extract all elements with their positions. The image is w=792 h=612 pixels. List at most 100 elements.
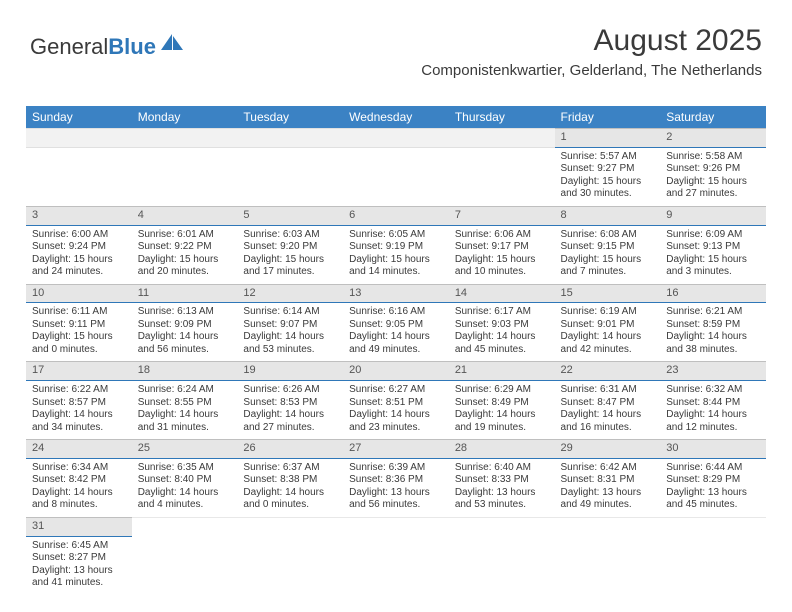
weekday-header: Wednesday <box>343 106 449 128</box>
weekday-header: Tuesday <box>237 106 343 128</box>
sunset-text: Sunset: 9:03 PM <box>455 319 549 332</box>
sail-icon <box>159 32 185 58</box>
sunset-text: Sunset: 8:55 PM <box>138 397 232 410</box>
weekday-header: Thursday <box>449 106 555 128</box>
daylight-text: Daylight: 14 hours and 4 minutes. <box>138 487 232 512</box>
day-content <box>132 536 238 544</box>
daylight-text: Daylight: 14 hours and 19 minutes. <box>455 409 549 434</box>
calendar-day-cell: 25Sunrise: 6:35 AMSunset: 8:40 PMDayligh… <box>132 439 238 517</box>
sunrise-text: Sunrise: 6:31 AM <box>561 384 655 397</box>
sunset-text: Sunset: 8:57 PM <box>32 397 126 410</box>
sunrise-text: Sunrise: 6:39 AM <box>349 462 443 475</box>
calendar-day-cell: 21Sunrise: 6:29 AMSunset: 8:49 PMDayligh… <box>449 361 555 439</box>
sunset-text: Sunset: 8:59 PM <box>666 319 760 332</box>
calendar-day-cell: 1Sunrise: 5:57 AMSunset: 9:27 PMDaylight… <box>555 128 661 206</box>
calendar-day-cell: 31Sunrise: 6:45 AMSunset: 8:27 PMDayligh… <box>26 517 132 595</box>
day-content: Sunrise: 6:03 AMSunset: 9:20 PMDaylight:… <box>237 226 343 284</box>
sunset-text: Sunset: 9:07 PM <box>243 319 337 332</box>
day-content: Sunrise: 6:39 AMSunset: 8:36 PMDaylight:… <box>343 459 449 517</box>
sunrise-text: Sunrise: 6:29 AM <box>455 384 549 397</box>
daylight-text: Daylight: 14 hours and 34 minutes. <box>32 409 126 434</box>
logo-text-2: Blue <box>108 34 156 60</box>
day-content: Sunrise: 6:22 AMSunset: 8:57 PMDaylight:… <box>26 381 132 439</box>
sunset-text: Sunset: 8:42 PM <box>32 474 126 487</box>
daylight-text: Daylight: 15 hours and 0 minutes. <box>32 331 126 356</box>
sunset-text: Sunset: 8:27 PM <box>32 552 126 565</box>
day-number <box>132 128 238 148</box>
day-content: Sunrise: 6:00 AMSunset: 9:24 PMDaylight:… <box>26 226 132 284</box>
daylight-text: Daylight: 13 hours and 45 minutes. <box>666 487 760 512</box>
calendar-week-row: 3Sunrise: 6:00 AMSunset: 9:24 PMDaylight… <box>26 206 766 284</box>
sunrise-text: Sunrise: 6:35 AM <box>138 462 232 475</box>
calendar-day-cell: 18Sunrise: 6:24 AMSunset: 8:55 PMDayligh… <box>132 361 238 439</box>
calendar-day-cell <box>237 128 343 206</box>
calendar-day-cell: 14Sunrise: 6:17 AMSunset: 9:03 PMDayligh… <box>449 284 555 362</box>
calendar-body: 1Sunrise: 5:57 AMSunset: 9:27 PMDaylight… <box>26 128 766 595</box>
calendar-day-cell: 17Sunrise: 6:22 AMSunset: 8:57 PMDayligh… <box>26 361 132 439</box>
daylight-text: Daylight: 14 hours and 53 minutes. <box>243 331 337 356</box>
day-content: Sunrise: 6:06 AMSunset: 9:17 PMDaylight:… <box>449 226 555 284</box>
sunset-text: Sunset: 9:27 PM <box>561 163 655 176</box>
day-content <box>555 536 661 544</box>
daylight-text: Daylight: 13 hours and 41 minutes. <box>32 565 126 590</box>
day-number: 1 <box>555 128 661 148</box>
calendar-day-cell <box>555 517 661 595</box>
sunset-text: Sunset: 9:05 PM <box>349 319 443 332</box>
day-number: 14 <box>449 284 555 304</box>
daylight-text: Daylight: 14 hours and 38 minutes. <box>666 331 760 356</box>
day-number: 16 <box>660 284 766 304</box>
sunset-text: Sunset: 9:09 PM <box>138 319 232 332</box>
sunrise-text: Sunrise: 6:19 AM <box>561 306 655 319</box>
brand-logo: GeneralBlue <box>30 32 185 62</box>
calendar-week-row: 24Sunrise: 6:34 AMSunset: 8:42 PMDayligh… <box>26 439 766 517</box>
sunrise-text: Sunrise: 6:40 AM <box>455 462 549 475</box>
day-content: Sunrise: 6:44 AMSunset: 8:29 PMDaylight:… <box>660 459 766 517</box>
day-content: Sunrise: 5:57 AMSunset: 9:27 PMDaylight:… <box>555 148 661 206</box>
sunrise-text: Sunrise: 6:05 AM <box>349 229 443 242</box>
day-content: Sunrise: 6:40 AMSunset: 8:33 PMDaylight:… <box>449 459 555 517</box>
calendar-day-cell: 2Sunrise: 5:58 AMSunset: 9:26 PMDaylight… <box>660 128 766 206</box>
calendar-day-cell <box>660 517 766 595</box>
day-number <box>343 128 449 148</box>
sunset-text: Sunset: 9:15 PM <box>561 241 655 254</box>
daylight-text: Daylight: 15 hours and 30 minutes. <box>561 176 655 201</box>
day-number: 29 <box>555 439 661 459</box>
day-content: Sunrise: 6:11 AMSunset: 9:11 PMDaylight:… <box>26 303 132 361</box>
calendar-day-cell <box>26 128 132 206</box>
sunset-text: Sunset: 9:13 PM <box>666 241 760 254</box>
sunrise-text: Sunrise: 6:24 AM <box>138 384 232 397</box>
sunrise-text: Sunrise: 6:42 AM <box>561 462 655 475</box>
sunset-text: Sunset: 9:20 PM <box>243 241 337 254</box>
sunrise-text: Sunrise: 5:57 AM <box>561 151 655 164</box>
daylight-text: Daylight: 13 hours and 53 minutes. <box>455 487 549 512</box>
calendar-day-cell <box>132 128 238 206</box>
calendar-day-cell: 24Sunrise: 6:34 AMSunset: 8:42 PMDayligh… <box>26 439 132 517</box>
daylight-text: Daylight: 15 hours and 27 minutes. <box>666 176 760 201</box>
sunrise-text: Sunrise: 6:22 AM <box>32 384 126 397</box>
sunrise-text: Sunrise: 6:16 AM <box>349 306 443 319</box>
calendar-day-cell: 7Sunrise: 6:06 AMSunset: 9:17 PMDaylight… <box>449 206 555 284</box>
day-number: 28 <box>449 439 555 459</box>
calendar-day-cell: 15Sunrise: 6:19 AMSunset: 9:01 PMDayligh… <box>555 284 661 362</box>
day-number: 25 <box>132 439 238 459</box>
day-number <box>343 517 449 536</box>
sunrise-text: Sunrise: 5:58 AM <box>666 151 760 164</box>
sunset-text: Sunset: 9:19 PM <box>349 241 443 254</box>
calendar-day-cell: 11Sunrise: 6:13 AMSunset: 9:09 PMDayligh… <box>132 284 238 362</box>
daylight-text: Daylight: 14 hours and 0 minutes. <box>243 487 337 512</box>
daylight-text: Daylight: 14 hours and 56 minutes. <box>138 331 232 356</box>
weekday-header: Monday <box>132 106 238 128</box>
daylight-text: Daylight: 14 hours and 12 minutes. <box>666 409 760 434</box>
calendar-day-cell: 3Sunrise: 6:00 AMSunset: 9:24 PMDaylight… <box>26 206 132 284</box>
calendar-week-row: 10Sunrise: 6:11 AMSunset: 9:11 PMDayligh… <box>26 284 766 362</box>
sunset-text: Sunset: 9:11 PM <box>32 319 126 332</box>
sunset-text: Sunset: 9:26 PM <box>666 163 760 176</box>
day-content: Sunrise: 6:34 AMSunset: 8:42 PMDaylight:… <box>26 459 132 517</box>
day-content <box>449 536 555 544</box>
daylight-text: Daylight: 15 hours and 10 minutes. <box>455 254 549 279</box>
day-number: 19 <box>237 361 343 381</box>
day-content: Sunrise: 5:58 AMSunset: 9:26 PMDaylight:… <box>660 148 766 206</box>
day-content <box>660 536 766 544</box>
day-number: 20 <box>343 361 449 381</box>
day-content: Sunrise: 6:29 AMSunset: 8:49 PMDaylight:… <box>449 381 555 439</box>
